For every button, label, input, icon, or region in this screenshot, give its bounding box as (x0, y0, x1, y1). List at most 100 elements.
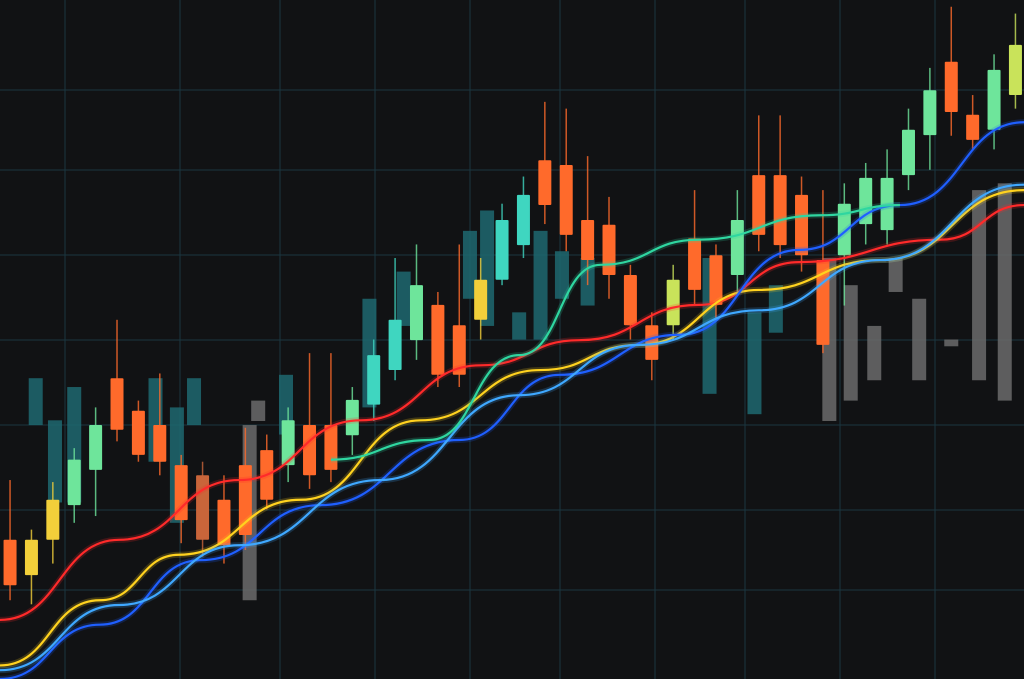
candle-body (431, 304, 445, 375)
candle-body (217, 499, 231, 546)
background-bar (997, 183, 1012, 401)
candle (217, 475, 231, 564)
candle (24, 529, 38, 605)
candle-body (303, 425, 317, 476)
background-bar (396, 271, 411, 326)
candle (324, 353, 338, 483)
candle-body (174, 465, 188, 521)
candle-body (495, 219, 509, 280)
candle-body (131, 410, 145, 455)
candle-body (602, 224, 616, 275)
candle (3, 480, 17, 601)
candle-body (46, 499, 60, 540)
candle-body (901, 129, 915, 176)
candle (174, 454, 188, 544)
candle (303, 353, 317, 489)
candle-body (730, 219, 744, 275)
candle (431, 291, 445, 388)
candle (688, 190, 702, 306)
candle (474, 258, 488, 340)
candle (559, 108, 573, 252)
candle-body (752, 175, 766, 235)
candle-body (281, 420, 295, 466)
candle (795, 176, 809, 272)
background-bar (251, 400, 266, 421)
candle-body (688, 238, 702, 290)
candle-body (795, 194, 809, 256)
candle-body (623, 274, 637, 326)
candle (901, 108, 915, 191)
candle-body (645, 325, 659, 360)
candle (1008, 13, 1022, 109)
candle (367, 339, 381, 421)
background-bar (462, 230, 477, 299)
candle (131, 400, 145, 462)
candle (773, 115, 787, 259)
candle-body (773, 175, 787, 246)
candle-body (89, 425, 103, 470)
candle-body (67, 459, 81, 506)
background-bar (944, 339, 959, 347)
background-bar (867, 325, 882, 381)
candle (923, 67, 937, 170)
background-bar (972, 190, 987, 381)
candle (452, 244, 466, 388)
candle (388, 258, 402, 381)
candle-body (1008, 44, 1022, 96)
candle-body (923, 90, 937, 136)
candle-body (24, 539, 38, 576)
candle-body (987, 69, 1001, 130)
candle (966, 95, 980, 150)
candle (409, 244, 423, 360)
candle (89, 407, 103, 517)
candle-body (559, 164, 573, 235)
background-bar (187, 378, 202, 426)
candle (153, 373, 167, 476)
background-bar (747, 312, 762, 415)
background-bar (554, 251, 569, 299)
candle-body (966, 114, 980, 140)
candle-body (409, 285, 423, 341)
candle-body (452, 325, 466, 375)
candle-body (837, 203, 851, 256)
candle (987, 54, 1001, 150)
series-line (0, 203, 1024, 622)
series-line (0, 189, 1024, 667)
candle (516, 176, 530, 259)
candle-body (516, 194, 530, 246)
candle-body (474, 279, 488, 320)
candle (880, 149, 894, 245)
candle (238, 427, 252, 550)
candle (581, 156, 595, 286)
candle-body (880, 177, 894, 231)
candle (666, 264, 680, 340)
candle (709, 244, 723, 320)
candle (281, 407, 295, 483)
background-bar (843, 285, 858, 401)
background-bar (47, 420, 62, 503)
candle (46, 482, 60, 564)
candle-body (709, 255, 723, 305)
series-line (0, 183, 1024, 672)
candle (495, 203, 509, 286)
candle-body (666, 279, 680, 326)
candle-body (538, 160, 552, 206)
candle (645, 312, 659, 381)
background-bar (28, 378, 43, 426)
candle-body (238, 465, 252, 536)
candle (110, 319, 124, 442)
candles (3, 6, 1022, 605)
candle (730, 190, 744, 292)
candle (602, 196, 616, 299)
candle-body (3, 539, 17, 586)
candle-body (110, 378, 124, 430)
candle-body (345, 399, 359, 436)
background-bar (888, 258, 903, 292)
candle (196, 461, 210, 557)
moving-average-lines (0, 119, 1024, 679)
candle-body (581, 219, 595, 261)
candle-body (153, 425, 167, 462)
candle-body (944, 61, 958, 113)
series-line (0, 121, 1024, 679)
